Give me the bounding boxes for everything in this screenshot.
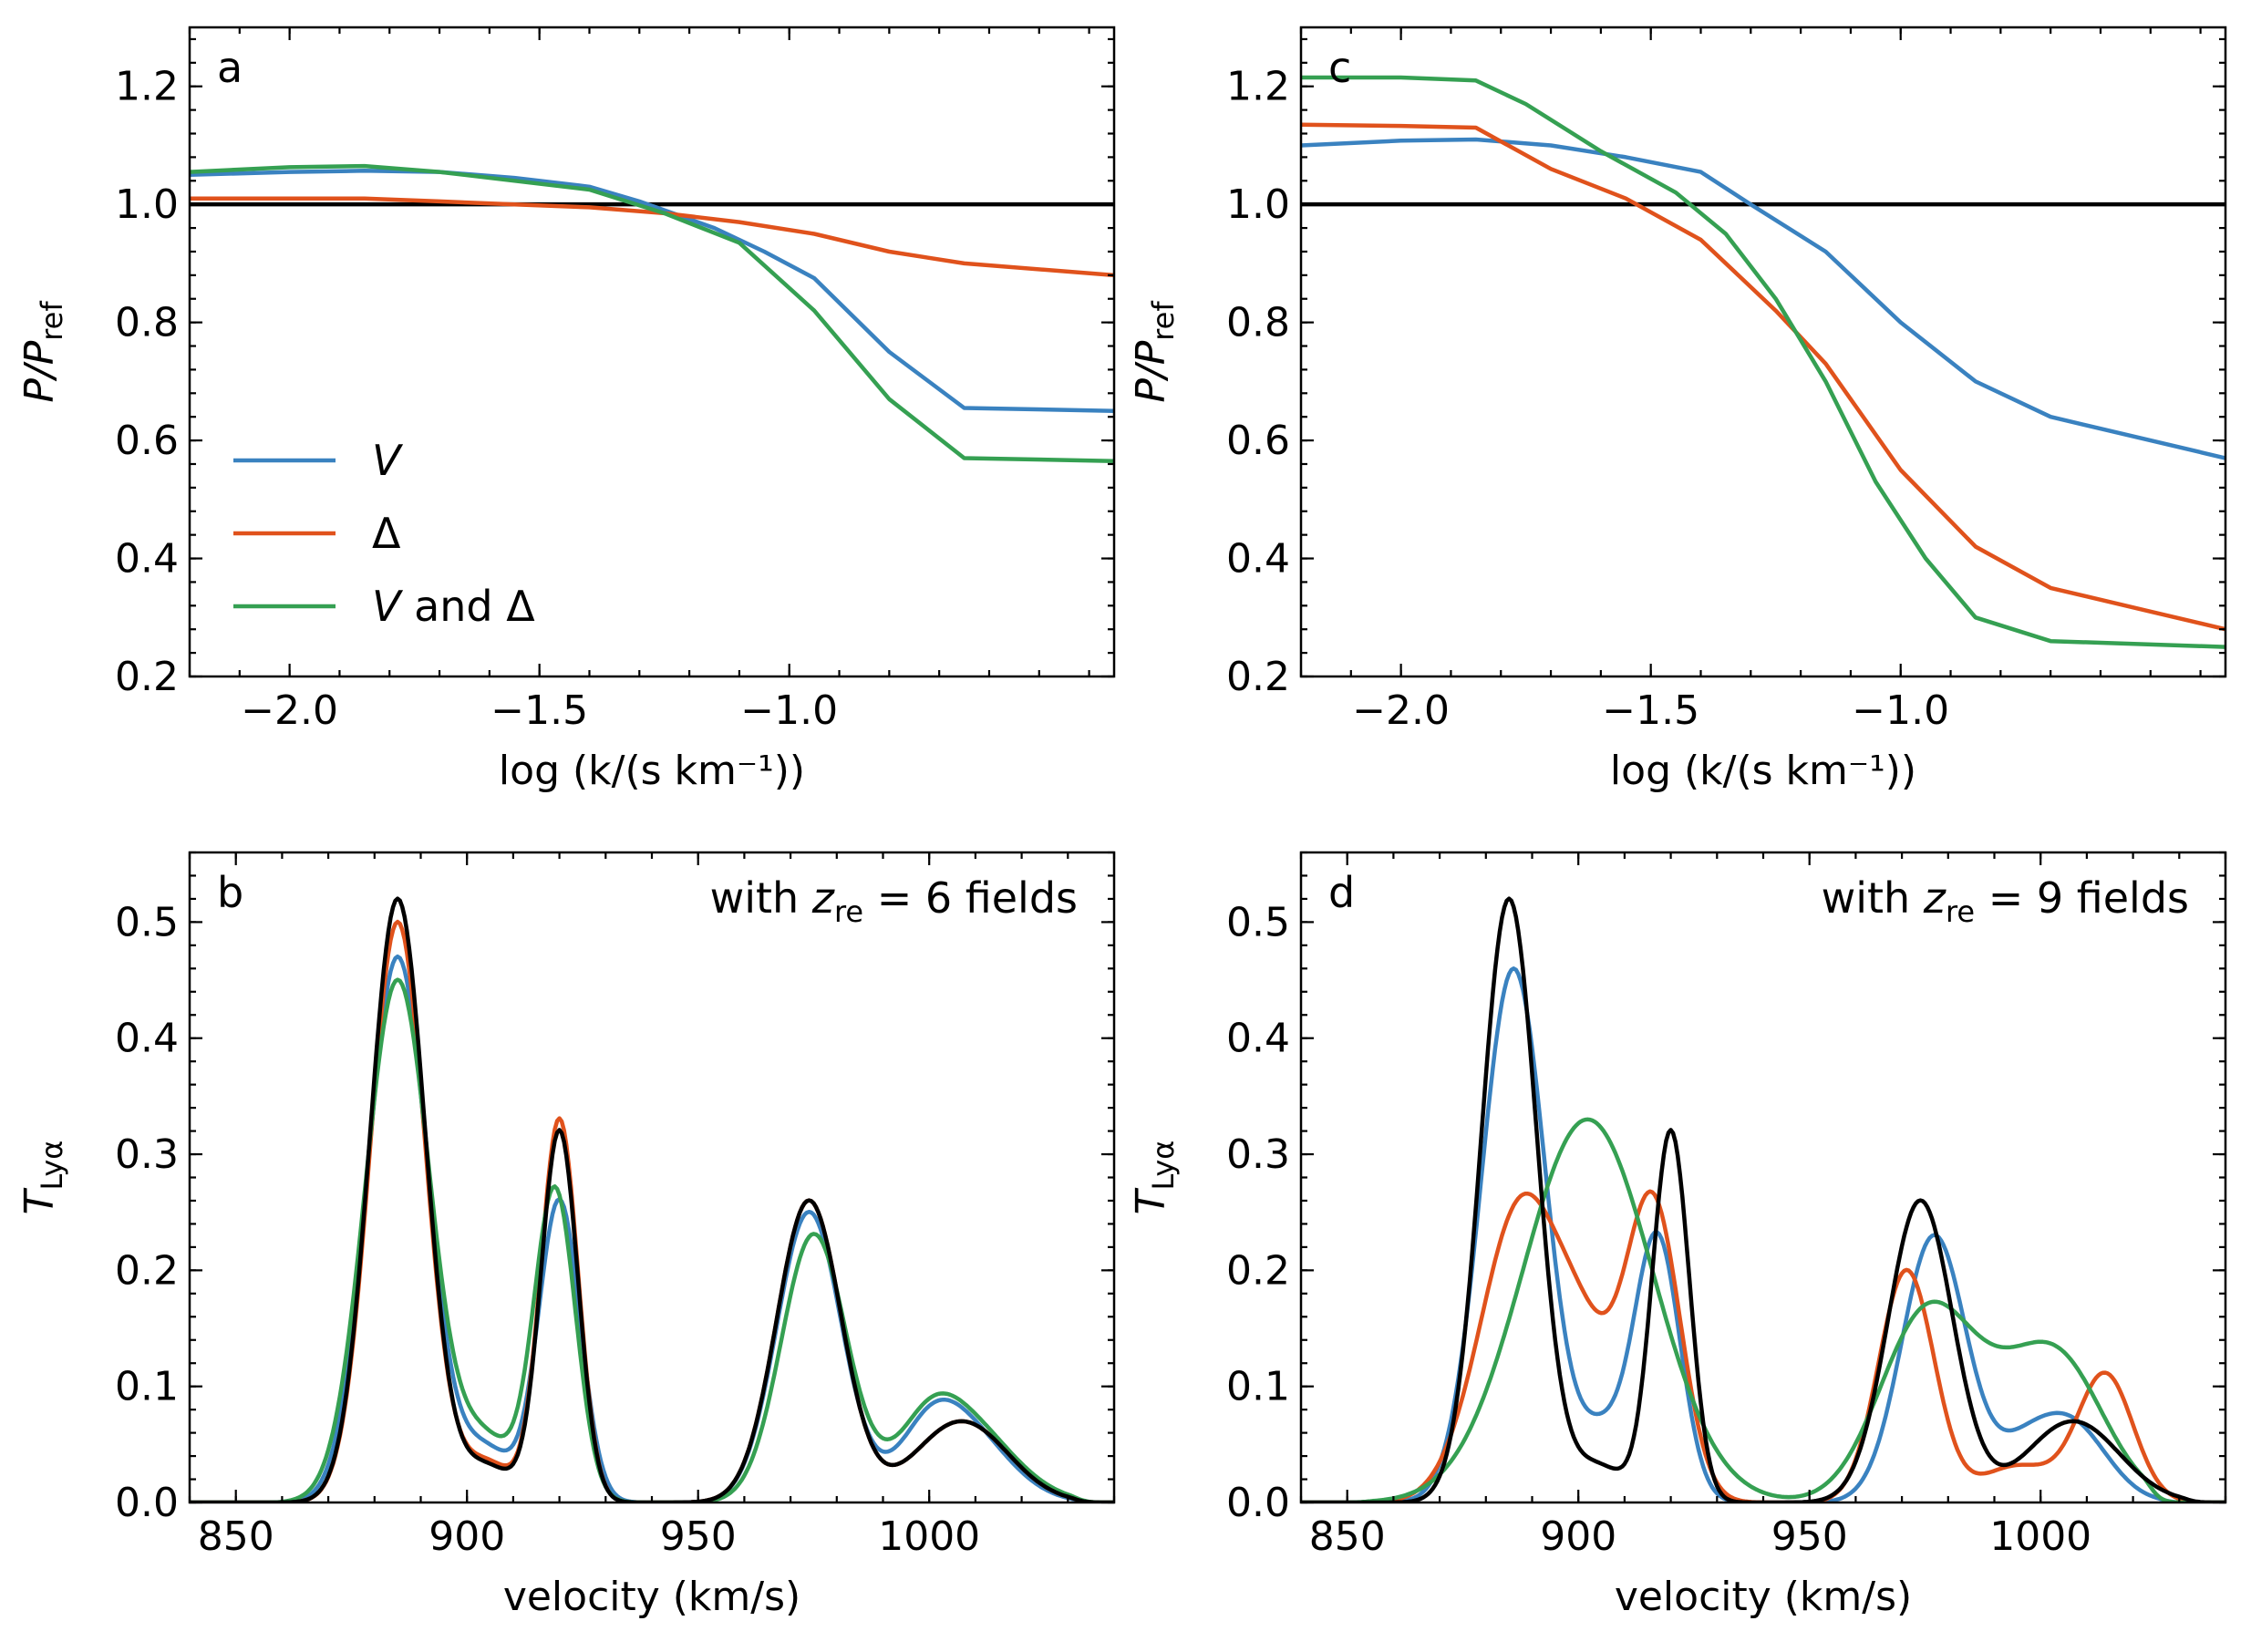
y-tick-label: 0.6 <box>115 418 179 464</box>
plot-area-c <box>1301 75 2225 649</box>
y-tick-label: 0.5 <box>1226 899 1290 945</box>
series-line-v <box>1301 137 2225 460</box>
panel-letter: b <box>217 868 243 917</box>
y-tick-label: 0.2 <box>1226 654 1290 700</box>
legend-label: Δ <box>372 509 401 558</box>
x-tick-label: 900 <box>1540 1513 1616 1560</box>
y-tick-label: 0.0 <box>115 1480 179 1526</box>
y-tick-label: 0.2 <box>115 654 179 700</box>
y-tick-label: 0.0 <box>1226 1480 1290 1526</box>
y-axis-label: P/Pref <box>1128 301 1181 403</box>
y-tick-label: 0.1 <box>115 1364 179 1410</box>
y-tick-label: 0.4 <box>115 1016 179 1062</box>
series-line-reference <box>1301 896 2225 1502</box>
x-tick-label: 950 <box>660 1513 737 1560</box>
panel-c: −2.0 −1.5 −1.0 0.2 0.4 0.6 0.8 1.0 1.2 log (k/(s … <box>1128 26 2227 794</box>
panel-letter: a <box>217 43 243 92</box>
axes-frame <box>1299 851 2227 1504</box>
axes-frame <box>188 851 1116 1504</box>
panel-letter: d <box>1328 868 1355 917</box>
x-tick-label: 850 <box>1309 1513 1386 1560</box>
panel-letter: c <box>1328 43 1351 92</box>
x-tick-label: 850 <box>198 1513 274 1560</box>
panel-d: 850 900 950 1000 0.0 0.1 0.2 0.3 0.4 0.5 velocity … <box>1128 851 2227 1620</box>
y-tick-label: 0.6 <box>1226 418 1290 464</box>
annotation: with zre = 6 fields <box>710 873 1078 929</box>
y-tick-label: 0.8 <box>1226 300 1290 346</box>
series-line-delta <box>1301 1189 2225 1502</box>
y-tick-label: 1.0 <box>115 181 179 228</box>
panel-a: −2.0 −1.5 −1.0 0.2 0.4 0.6 0.8 1.0 1.2 log (k/(s … <box>16 26 1116 794</box>
x-tick-label: −1.5 <box>1602 687 1699 734</box>
y-tick-label: 0.3 <box>115 1131 179 1178</box>
plot-area-b <box>190 896 1114 1502</box>
axes-frame <box>1299 26 2227 678</box>
x-axis-label: log (k/(s km⁻¹)) <box>1610 748 1916 794</box>
series-line-v <box>190 954 1114 1502</box>
series-line-vanddelta <box>190 977 1114 1502</box>
x-tick-label: 950 <box>1771 1513 1848 1560</box>
series-line-vanddelta <box>190 163 1114 463</box>
y-tick-label: 1.2 <box>115 64 179 110</box>
panel-b: 850 900 950 1000 0.0 0.1 0.2 0.3 0.4 0.5 velocity … <box>16 851 1116 1620</box>
y-tick-label: 1.2 <box>1226 64 1290 110</box>
y-axis-label: TLyα <box>1128 1141 1181 1215</box>
x-tick-label: −2.0 <box>1352 687 1450 734</box>
x-tick-label: −1.0 <box>740 687 838 734</box>
series-line-delta <box>1301 122 2225 632</box>
series-line-vanddelta <box>1301 75 2225 649</box>
y-axis-label: P/Pref <box>16 301 69 403</box>
x-tick-label: 1000 <box>878 1513 980 1560</box>
x-tick-label: −1.0 <box>1852 687 1949 734</box>
y-tick-label: 0.2 <box>115 1247 179 1294</box>
legend: VΔ V and Δ <box>233 436 535 631</box>
y-tick-label: 0.4 <box>1226 536 1290 583</box>
y-axis-label: TLyα <box>16 1141 69 1215</box>
x-tick-label: 900 <box>429 1513 505 1560</box>
x-tick-label: −1.5 <box>490 687 588 734</box>
y-tick-label: 0.4 <box>115 536 179 583</box>
y-tick-label: 0.3 <box>1226 1131 1290 1178</box>
annotation: with zre = 9 fields <box>1822 873 2189 929</box>
y-tick-label: 1.0 <box>1226 181 1290 228</box>
x-axis-label: velocity (km/s) <box>1615 1574 1912 1620</box>
y-tick-label: 0.4 <box>1226 1016 1290 1062</box>
series-line-vanddelta <box>1301 1117 2225 1502</box>
series-line-reference <box>190 896 1114 1502</box>
series-line-v <box>1301 966 2225 1502</box>
y-tick-label: 0.8 <box>115 300 179 346</box>
series-line-delta <box>190 196 1114 278</box>
y-tick-label: 0.5 <box>115 899 179 945</box>
x-axis-label: velocity (km/s) <box>503 1574 800 1620</box>
series-line-v <box>190 169 1114 413</box>
plot-area-d <box>1301 896 2225 1502</box>
plot-area-a <box>190 163 1114 463</box>
legend-label: V <box>372 436 404 485</box>
x-tick-label: −2.0 <box>241 687 338 734</box>
x-axis-label: log (k/(s km⁻¹)) <box>499 748 805 794</box>
x-tick-label: 1000 <box>1989 1513 2091 1560</box>
axes-frame <box>188 26 1116 678</box>
y-tick-label: 0.1 <box>1226 1364 1290 1410</box>
legend-label: V and Δ <box>372 582 535 631</box>
y-tick-label: 0.2 <box>1226 1247 1290 1294</box>
